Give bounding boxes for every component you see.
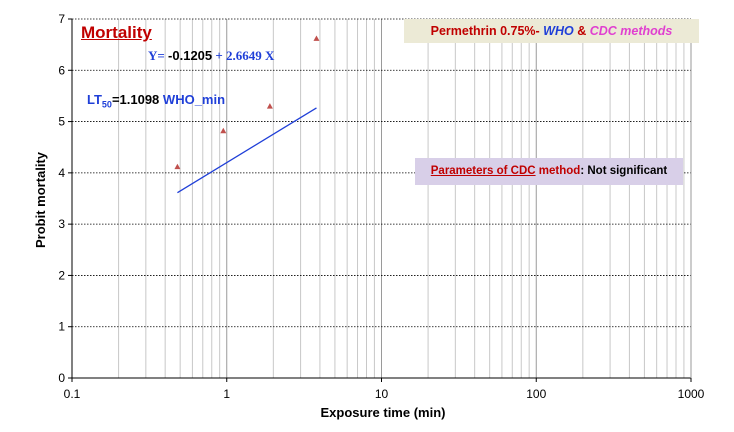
x-tick-label: 1 [223,387,230,401]
data-points [174,35,320,170]
lt50-value: =1.1098 [111,92,160,107]
header-who: WHO [543,24,574,38]
y-tick-label: 6 [58,63,65,77]
y-tick-label: 5 [58,115,65,129]
fit-line-group [177,107,317,194]
parameters-label: Parameters of CDC [430,165,536,177]
data-point-marker [174,163,181,170]
x-tick-label: 10 [375,387,389,401]
y-tick-label: 7 [58,12,65,26]
y-tick-label: 0 [58,371,65,385]
lt50-subscript: 50 [101,99,112,110]
equation-prefix: Y= [148,48,165,63]
y-axis-title: Probit mortality [33,151,48,248]
parameters-method: method [538,165,581,177]
equation-slope: + 2.6649 X [215,48,275,63]
parameters-colon: : [580,165,585,177]
lt50-label: LT50=1.1098 WHO_min [87,92,225,110]
data-point-marker [220,127,227,134]
data-point-marker [266,103,273,109]
x-tick-label: 100 [526,387,546,401]
equation-intercept: -0.1205 [168,48,213,63]
grid [71,18,692,378]
tick-labels: 0.1 1 10 100 1000 0 1 2 3 4 5 6 7 [58,12,704,401]
chart-header-box: Permethrin 0.75%- WHO & CDC methods [404,19,699,43]
parameters-box: Parameters of CDC method: Not significan… [415,158,683,185]
x-tick-label: 0.1 [64,387,81,401]
x-tick-label: 1000 [678,387,705,401]
y-tick-label: 2 [58,268,65,282]
header-amp: & [577,24,587,38]
chart-title: Mortality [81,23,152,42]
y-tick-label: 3 [58,217,65,231]
axes [68,18,692,382]
lt50-method: WHO_min [162,92,226,107]
x-axis-title: Exposure time (min) [321,405,446,420]
regression-equation: Y= -0.1205 + 2.6649 X [148,48,274,64]
data-point-marker [313,35,320,41]
y-tick-label: 4 [58,166,65,180]
lt50-prefix: LT [87,92,102,107]
y-tick-label: 1 [58,320,65,334]
regression-line [177,107,317,194]
header-cdc: CDC methods [589,24,673,38]
header-product: Permethrin 0.75%- [430,24,540,38]
parameters-result: Not significant [587,165,668,177]
